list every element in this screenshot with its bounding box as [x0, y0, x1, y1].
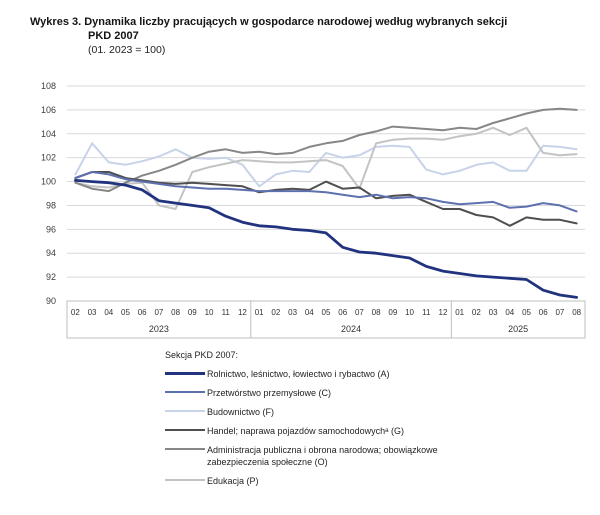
month-tick-label: 09: [188, 308, 197, 317]
legend-label-P: Edukacja (P): [207, 476, 259, 486]
y-tick-label: 104: [41, 129, 56, 139]
month-tick-label: 05: [322, 308, 331, 317]
legend-items: Rolnictwo, leśnictwo, łowiectwo i rybact…: [165, 368, 575, 487]
series-line-G: [74, 171, 578, 227]
legend-item-F: Budownictwo (F): [165, 406, 575, 418]
y-tick-label: 92: [46, 272, 56, 282]
legend-line-swatch-C: [165, 391, 205, 393]
year-label: 2024: [341, 324, 361, 334]
series-line-A: [74, 178, 578, 299]
legend-item-G: Handel; naprawa pojazdów samochodowychᵃ …: [165, 425, 575, 437]
month-tick-label: 01: [455, 308, 464, 317]
month-tick-label: 08: [171, 308, 180, 317]
month-tick-label: 03: [88, 308, 97, 317]
month-tick-label: 03: [489, 308, 498, 317]
month-tick-label: 08: [372, 308, 381, 317]
legend-item-P: Edukacja (P): [165, 475, 575, 487]
month-tick-label: 04: [104, 308, 113, 317]
legend-line-swatch-P: [165, 479, 205, 481]
year-label: 2023: [149, 324, 169, 334]
series-line-C: [74, 171, 578, 213]
x-axis: 2023 2024 2025 02 03 04 05 06 07 08 09 10 11 12 01 02 03…: [66, 300, 586, 339]
month-tick-label: 12: [238, 308, 247, 317]
y-tick-label: 94: [46, 248, 56, 258]
y-tick-label: 98: [46, 200, 56, 210]
legend-label-O: Administracja publiczna i obrona narodow…: [207, 445, 438, 467]
month-tick-label: 06: [539, 308, 548, 317]
series-line-O: [74, 107, 578, 193]
y-tick-label: 96: [46, 224, 56, 234]
month-tick-label: 05: [121, 308, 130, 317]
chart-title-line1: Wykres 3. Dynamika liczby pracujących w …: [30, 16, 508, 28]
legend-item-A: Rolnictwo, leśnictwo, łowiectwo i rybact…: [165, 368, 575, 380]
month-tick-label: 11: [422, 308, 431, 317]
legend-line-swatch-O: [165, 448, 205, 450]
y-tick-label: 100: [41, 177, 56, 187]
month-tick-label: 02: [472, 308, 481, 317]
month-tick-label: 06: [338, 308, 347, 317]
legend-label-F: Budownictwo (F): [207, 407, 275, 417]
legend-line-swatch-A: [165, 372, 205, 375]
series-line-F: [74, 142, 578, 188]
legend-item-C: Przetwórstwo przemysłowe (C): [165, 387, 575, 399]
legend-label-G: Handel; naprawa pojazdów samochodowychᵃ …: [207, 426, 404, 436]
series-line-P: [74, 126, 578, 210]
y-tick-label: 90: [46, 296, 56, 306]
month-tick-label: 05: [522, 308, 531, 317]
y-tick-label: 102: [41, 153, 56, 163]
legend-heading: Sekcja PKD 2007:: [165, 350, 239, 360]
month-tick-label: 07: [355, 308, 364, 317]
month-tick-label: 06: [138, 308, 147, 317]
month-tick-label: 01: [255, 308, 264, 317]
chart-title-line2: PKD 2007: [88, 30, 139, 42]
legend-label-A: Rolnictwo, leśnictwo, łowiectwo i rybact…: [207, 369, 390, 379]
month-tick-label: 04: [305, 308, 314, 317]
month-tick-label: 03: [288, 308, 297, 317]
month-tick-label: 12: [439, 308, 448, 317]
chart-subtitle: (01. 2023 = 100): [88, 44, 166, 56]
legend-line-swatch-F: [165, 410, 205, 412]
year-label: 2025: [508, 324, 528, 334]
y-tick-label: 108: [41, 81, 56, 91]
month-tick-label: 07: [555, 308, 564, 317]
y-axis-labels: 90 92 94 96 98 100 102 104 106 108: [41, 81, 56, 306]
month-tick-label: 09: [388, 308, 397, 317]
legend-item-O: Administracja publiczna i obrona narodow…: [165, 444, 575, 468]
month-tick-label: 08: [572, 308, 581, 317]
legend-label-C: Przetwórstwo przemysłowe (C): [207, 388, 332, 398]
month-tick-label: 02: [71, 308, 80, 317]
month-tick-label: 07: [154, 308, 163, 317]
month-tick-label: 10: [405, 308, 414, 317]
month-tick-label: 11: [222, 308, 231, 317]
x-axis-box: [66, 300, 586, 339]
y-tick-label: 106: [41, 105, 56, 115]
legend-line-swatch-G: [165, 429, 205, 431]
chart-legend: Sekcja PKD 2007: Rolnictwo, leśnictwo, ł…: [165, 350, 575, 494]
month-tick-label: 04: [505, 308, 514, 317]
month-tick-label: 02: [271, 308, 280, 317]
month-tick-label: 10: [205, 308, 214, 317]
